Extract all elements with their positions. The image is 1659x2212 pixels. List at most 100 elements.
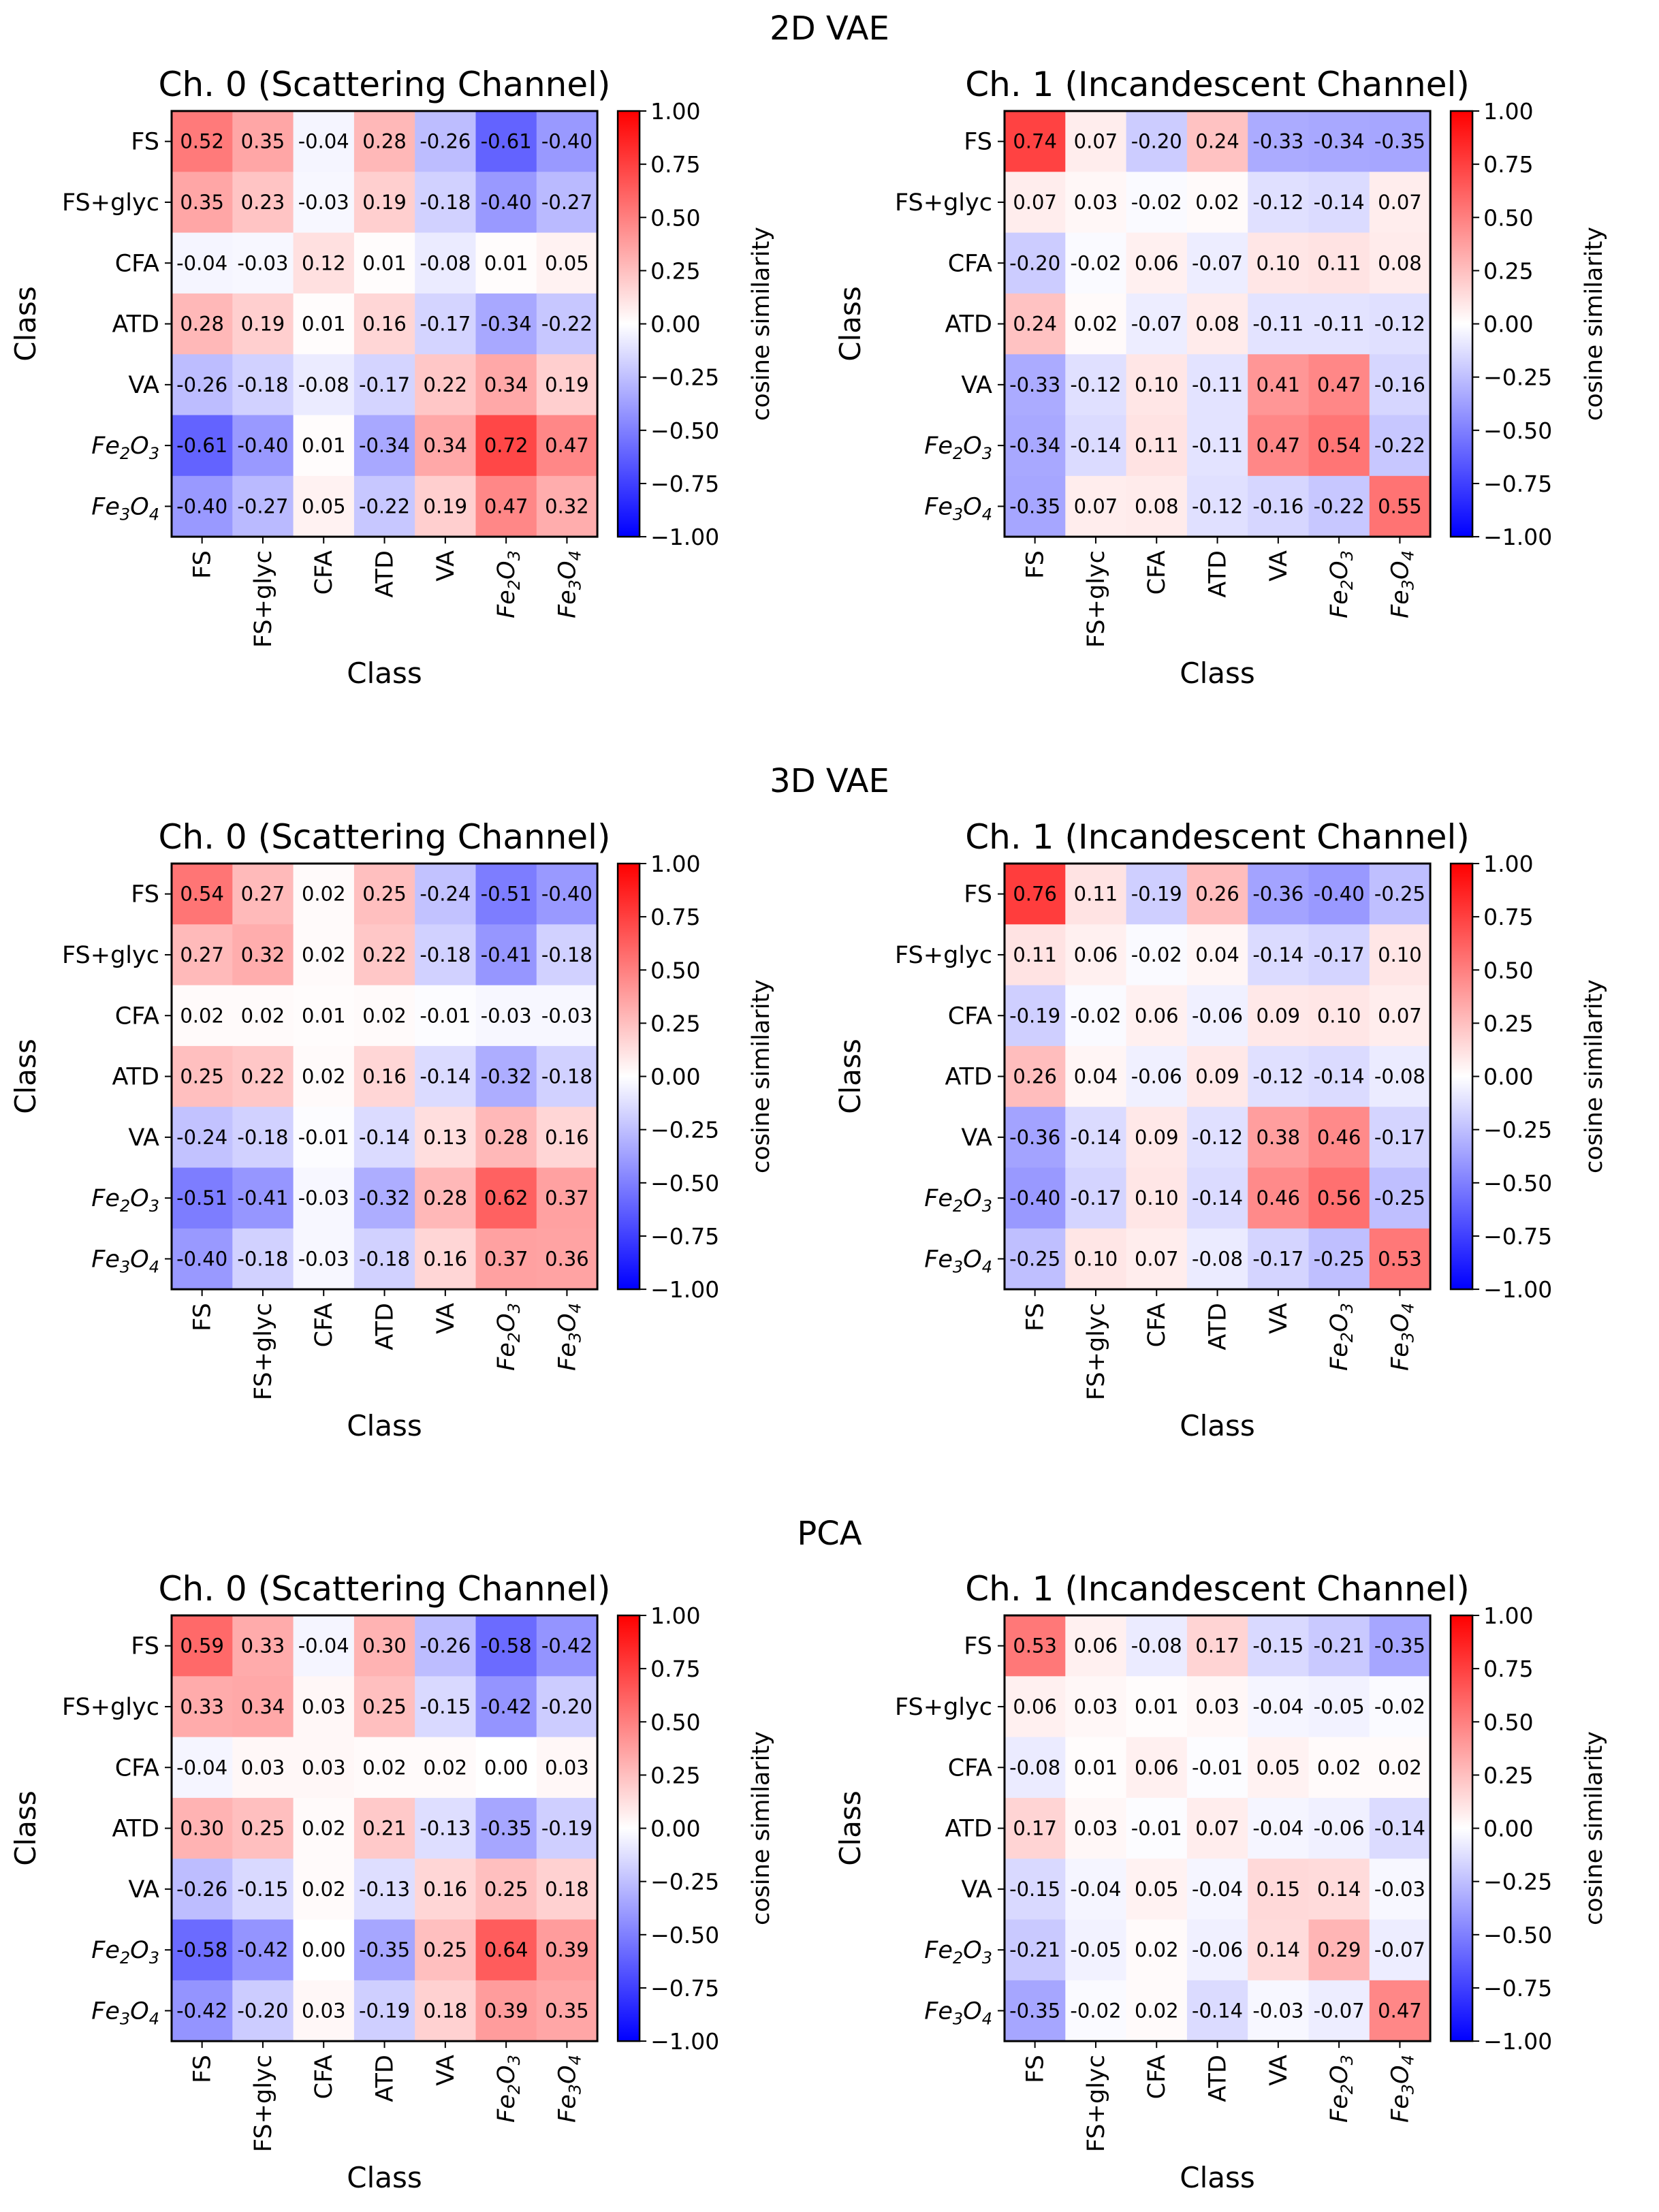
- cell-value-label: -0.07: [1131, 313, 1182, 336]
- x-axis-label: Class: [1180, 2161, 1255, 2194]
- colorbar-tick-label: −0.75: [1483, 471, 1552, 497]
- heatmap-cell: [1186, 293, 1248, 355]
- subplot-title: Ch. 0 (Scattering Channel): [159, 817, 611, 857]
- cell-value-label: -0.02: [1131, 943, 1182, 966]
- heatmap-cell: [415, 1107, 476, 1168]
- colorbar-tick-label: 0.50: [1483, 957, 1533, 983]
- x-tick-label: CFA: [1143, 1303, 1171, 1347]
- colorbar-tick-label: −0.75: [650, 1223, 719, 1250]
- cell-value-label: -0.35: [359, 1938, 410, 1961]
- cell-value-label: -0.24: [420, 883, 471, 906]
- colorbar-tick-label: −0.25: [650, 1117, 719, 1143]
- heatmap-cell: [536, 1045, 598, 1107]
- colorbar-tick-label: −0.50: [1483, 1170, 1552, 1197]
- cell-value-label: -0.25: [1009, 1247, 1060, 1270]
- cell-value-label: -0.11: [1192, 434, 1243, 457]
- heatmap-cell: [1065, 354, 1127, 415]
- cell-value-label: -0.61: [176, 434, 227, 457]
- heatmap-cell: [232, 475, 294, 537]
- x-tick-label: FS: [1022, 550, 1049, 579]
- heatmap-cell: [475, 1615, 537, 1677]
- cell-value-label: -0.42: [176, 1999, 227, 2022]
- cell-value-label: -0.17: [1070, 1186, 1121, 1210]
- heatmap-panel-4: Ch. 0 (Scattering Channel)0.59 0.33 -0.04 0…: [9, 1569, 775, 2194]
- cell-value-label: -0.18: [541, 943, 592, 966]
- colorbar-label: cosine similarity: [1581, 979, 1608, 1173]
- cell-value-label: 0.34: [484, 373, 528, 396]
- heatmap-cell: [232, 985, 294, 1047]
- cell-value-label: -0.02: [1070, 251, 1121, 274]
- y-tick-label: VA: [128, 1876, 159, 1903]
- heatmap-cell: [415, 1167, 476, 1229]
- cell-value-label: -0.33: [1252, 130, 1304, 153]
- x-tick-label: ATD: [1205, 550, 1232, 598]
- cell-value-label: 0.01: [302, 1004, 346, 1027]
- heatmap-cell: [232, 1045, 294, 1107]
- cell-value-label: -0.03: [298, 1186, 349, 1210]
- cell-value-label: -0.04: [298, 130, 349, 153]
- cell-value-label: 0.56: [1317, 1186, 1361, 1210]
- cell-value-label: -0.25: [1374, 1186, 1425, 1210]
- cell-value-label: 0.02: [241, 1004, 285, 1027]
- cell-value-label: 0.16: [424, 1247, 468, 1270]
- heatmap-cell: [1308, 1107, 1370, 1168]
- heatmap-cell: [1005, 1919, 1066, 1981]
- colorbar-tick-label: 0.75: [1483, 1656, 1533, 1682]
- cell-value-label: 0.47: [484, 494, 528, 518]
- cell-value-label: -0.18: [237, 1247, 288, 1270]
- cell-value-label: 0.30: [362, 1634, 407, 1658]
- colorbar-tick-label: −0.75: [650, 471, 719, 497]
- cell-value-label: 0.02: [1195, 191, 1239, 214]
- cell-value-label: 0.19: [545, 373, 589, 396]
- cell-value-label: 0.07: [1074, 130, 1118, 153]
- x-tick-label: FS+glyc: [1083, 2055, 1110, 2152]
- heatmap-cell: [475, 172, 537, 234]
- cell-value-label: 0.14: [1317, 1878, 1361, 1901]
- cell-value-label: 0.07: [1378, 191, 1422, 214]
- cell-value-label: -0.14: [359, 1126, 410, 1149]
- heatmap-cell: [172, 111, 233, 172]
- heatmap-panel-0: Ch. 0 (Scattering Channel)0.52 0.35 -0.04 0…: [9, 65, 775, 690]
- cell-value-label: -0.21: [1314, 1634, 1365, 1658]
- cell-value-label: -0.19: [1009, 1004, 1060, 1027]
- cell-value-label: 0.01: [302, 313, 346, 336]
- cell-value-label: -0.35: [1009, 494, 1060, 518]
- cell-value-label: 0.28: [424, 1186, 468, 1210]
- heatmap-cell: [1369, 1615, 1431, 1677]
- x-tick-label: Fe2O3: [1326, 1303, 1357, 1371]
- heatmap-cell: [172, 924, 233, 986]
- y-tick-label: Fe2O3: [91, 1937, 159, 1968]
- heatmap-cell: [536, 1737, 598, 1799]
- y-tick-label: FS+glyc: [62, 189, 159, 217]
- cell-value-label: 0.02: [362, 1004, 407, 1027]
- cell-value-label: 0.11: [1013, 943, 1057, 966]
- x-tick-label: Fe3O4: [554, 550, 584, 618]
- heatmap-cells: 0.54 0.27 0.02 0.25 -0.24 -0.51 -0.40 0.27 0.32 0…: [172, 864, 598, 1290]
- heatmap-cell: [1126, 1615, 1188, 1677]
- cell-value-label: -0.41: [481, 943, 532, 966]
- colorbar-tick-label: 0.25: [1483, 1762, 1533, 1788]
- y-tick-label: FS+glyc: [895, 189, 992, 217]
- heatmap-cell: [1248, 1676, 1309, 1738]
- heatmap-cell: [415, 293, 476, 355]
- cell-value-label: 0.74: [1013, 130, 1057, 153]
- cell-value-label: -0.32: [359, 1186, 410, 1210]
- cell-value-label: -0.40: [481, 191, 532, 214]
- y-tick-label: Fe2O3: [924, 1937, 992, 1968]
- colorbar-tick-label: −1.00: [1483, 2028, 1552, 2055]
- colorbar-tick-label: 1.00: [1483, 851, 1533, 877]
- heatmap-cell: [536, 354, 598, 415]
- cell-value-label: 0.35: [180, 191, 224, 214]
- cell-value-label: 0.00: [484, 1756, 528, 1779]
- heatmap-cell: [536, 1797, 598, 1859]
- heatmap-cell: [1126, 1167, 1188, 1229]
- colorbar-tick-label: −0.25: [650, 1869, 719, 1895]
- cell-value-label: 0.06: [1135, 251, 1179, 274]
- y-tick-label: FS: [964, 129, 992, 156]
- cell-value-label: -0.42: [481, 1695, 532, 1718]
- heatmap-cell: [1126, 1676, 1188, 1738]
- cell-value-label: -0.19: [1131, 883, 1182, 906]
- x-tick-label: CFA: [1143, 2055, 1171, 2099]
- cell-value-label: 0.05: [1257, 1756, 1301, 1779]
- heatmap-cell: [536, 415, 598, 477]
